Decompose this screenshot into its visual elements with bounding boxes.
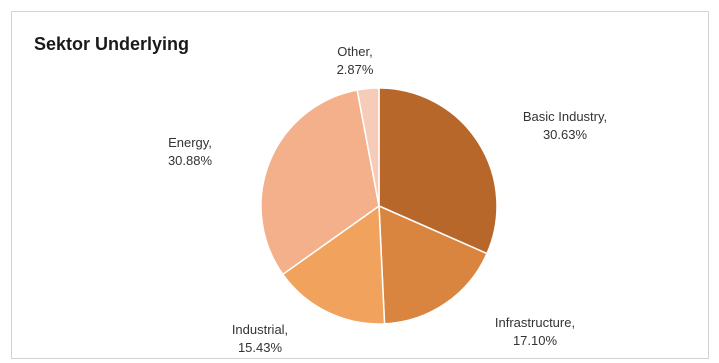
pie-slice-industrial (281, 204, 386, 325)
pie-slice-other (356, 87, 380, 207)
data-label-other: Other, 2.87% (337, 44, 374, 77)
data-label-infrastructure: Infrastructure, 17.10% (495, 315, 575, 348)
pie-slice-infrastructure (378, 204, 488, 325)
pie-slice-energy (260, 89, 380, 276)
data-label-industrial: Industrial, 15.43% (232, 322, 288, 355)
data-label-energy: Energy, 30.88% (168, 135, 213, 168)
pie-slice-basic-industry (378, 87, 498, 255)
chart-title: Sektor Underlying (34, 34, 190, 54)
data-label-basic-industry: Basic Industry, 30.63% (523, 109, 607, 142)
